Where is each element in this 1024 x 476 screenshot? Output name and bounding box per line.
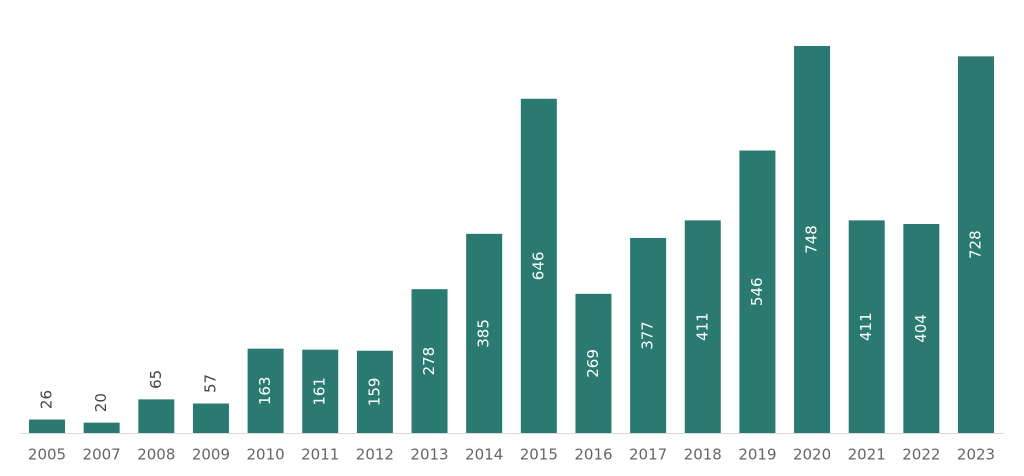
value-label: 404 xyxy=(912,314,930,343)
value-label: 163 xyxy=(256,377,274,406)
bar xyxy=(794,46,831,433)
value-label: 269 xyxy=(584,349,602,378)
bar xyxy=(138,399,175,433)
bar xyxy=(411,289,448,433)
bar xyxy=(958,56,994,433)
value-label: 748 xyxy=(803,225,821,254)
value-label: 546 xyxy=(748,277,766,306)
bar xyxy=(83,422,120,433)
value-label: 20 xyxy=(92,393,110,412)
x-tick-label: 2015 xyxy=(520,446,558,464)
bar xyxy=(739,150,776,434)
x-tick-label: 2011 xyxy=(301,446,339,464)
value-label: 26 xyxy=(38,390,56,409)
value-label: 646 xyxy=(529,252,547,281)
bar xyxy=(575,293,612,433)
bar xyxy=(192,403,229,433)
x-tick-label: 2010 xyxy=(246,446,284,464)
x-tick-label: 2016 xyxy=(574,446,612,464)
value-label: 728 xyxy=(967,230,985,259)
bar xyxy=(356,350,393,433)
bar xyxy=(848,220,885,433)
value-label: 159 xyxy=(365,378,383,407)
x-tick-label: 2012 xyxy=(356,446,394,464)
value-label: 65 xyxy=(147,370,165,389)
x-tick-label: 2023 xyxy=(957,446,995,464)
value-label: 57 xyxy=(201,374,219,393)
x-tick-label: 2007 xyxy=(83,446,121,464)
x-tick-label: 2017 xyxy=(629,446,667,464)
x-tick-label: 2013 xyxy=(410,446,448,464)
bar xyxy=(520,98,557,433)
bar xyxy=(903,223,940,433)
bar xyxy=(630,237,667,433)
value-label: 411 xyxy=(857,312,875,341)
x-tick-label: 2021 xyxy=(848,446,886,464)
bar xyxy=(302,349,339,433)
x-tick-label: 2018 xyxy=(684,446,722,464)
x-tick-label: 2014 xyxy=(465,446,503,464)
bar xyxy=(29,419,65,433)
value-label: 278 xyxy=(420,347,438,376)
bar xyxy=(247,348,284,433)
value-label: 161 xyxy=(311,377,329,406)
value-label: 377 xyxy=(639,321,657,350)
x-tick-label: 2005 xyxy=(28,446,66,464)
x-tick-label: 2009 xyxy=(192,446,230,464)
bar xyxy=(466,233,503,433)
value-label: 385 xyxy=(475,319,493,348)
bar xyxy=(684,220,721,433)
value-label: 411 xyxy=(693,312,711,341)
x-tick-label: 2022 xyxy=(902,446,940,464)
x-tick-label: 2008 xyxy=(137,446,175,464)
x-tick-label: 2020 xyxy=(793,446,831,464)
x-tick-label: 2019 xyxy=(738,446,776,464)
